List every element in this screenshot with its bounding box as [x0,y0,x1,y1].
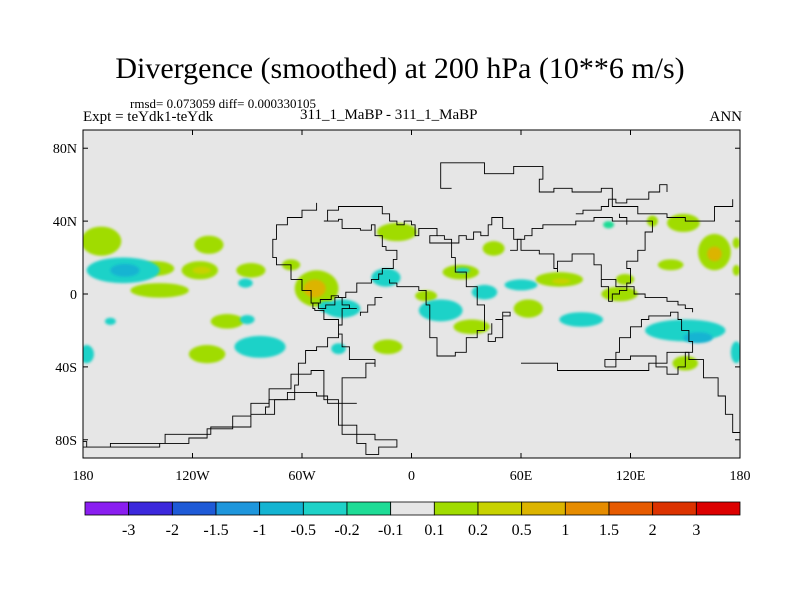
colorbar-swatch-4 [259,501,304,516]
colorbar-swatch-5 [302,501,348,516]
colorbar-swatch-3 [215,501,261,516]
anomaly-region-51 [732,237,740,249]
colorbar-label-6: -0.1 [378,522,403,539]
anomaly-region-38 [615,273,635,285]
colorbar-label-13: 3 [692,522,700,539]
x-tick-label-1: 120W [175,469,210,484]
anomaly-region-7 [192,266,211,274]
anomaly-region-34 [513,299,543,318]
x-tick-label-2: 60W [288,469,316,484]
y-tick-label-1: 40N [53,215,77,230]
anomaly-region-23 [373,339,403,355]
cases-label: 311_1_MaBP - 311_1_MaBP [300,107,478,123]
anomaly-region-11 [239,314,255,325]
anomaly-region-30 [482,241,505,256]
colorbar-swatch-1 [128,501,173,516]
x-tick-label-6: 180 [730,469,751,484]
anomaly-region-49 [104,317,116,325]
colorbar-swatch-6 [346,501,392,516]
anomaly-region-17 [303,279,326,298]
experiment-label: Expt = teYdk1-teYdk [83,109,214,125]
colorbar-swatch-9 [477,501,523,516]
coastline-9 [575,184,668,215]
colorbar-swatch-14 [695,501,741,516]
coastline-6 [604,311,694,375]
coastline-11 [601,278,694,313]
anomaly-region-33 [552,278,571,284]
coastline-0 [83,295,398,455]
anomaly-region-13 [188,345,226,364]
colorbar-swatch-12 [608,501,654,516]
coastline-layer [83,162,740,455]
x-tick-label-4: 60E [510,469,533,484]
anomaly-region-25 [418,299,463,322]
anomaly-region-10 [210,314,244,329]
coastline-5 [487,311,511,342]
colorbar-label-3: -1 [253,522,266,539]
anomaly-region-31 [504,279,538,291]
colorbar-label-12: 2 [649,522,657,539]
anomaly-region-47 [83,345,94,364]
colorbar-swatch-8 [433,501,479,516]
x-tick-label-5: 120E [616,469,646,484]
anomaly-region-12 [238,278,253,288]
stats-text: rmsd= 0.073059 diff= 0.000330105 [130,96,316,111]
anomaly-region-1 [83,226,122,256]
colorbar-swatch-10 [521,501,566,516]
anomaly-region-21 [371,268,401,287]
season-label: ANN [709,109,743,125]
y-tick-label-3: 40S [55,361,77,376]
anomaly-region-5 [130,283,189,298]
colorbar: -3 -2 -1.5 -1 -0.5 -0.2 -0.1 0.1 0.2 0.5 1 1.5 2 3 [84,501,741,539]
colorbar-label-8: 0.2 [468,522,488,539]
anomaly-region-40 [683,332,713,344]
anomaly-region-22 [376,222,417,242]
anomaly-region-37 [603,221,615,229]
axis-ticks: 180 120W 60W 0 60E 120E 180 80N 40N 0 40S 80S [53,130,751,484]
y-tick-label-2: 0 [70,288,77,303]
y-tick-label-0: 80N [53,142,77,157]
x-tick-label-3: 0 [408,469,415,484]
y-tick-label-4: 80S [55,434,77,449]
colorbar-label-5: -0.2 [334,522,359,539]
anomaly-region-42 [667,213,700,233]
coastline-8 [521,351,740,440]
colorbar-swatch-11 [564,501,610,516]
colorbar-label-10: 1 [561,522,569,539]
colorbar-label-2: -1.5 [203,522,228,539]
coastline-10 [510,217,628,251]
colorbar-label-7: 0.1 [424,522,444,539]
coastline-7 [265,391,357,415]
anomaly-region-9 [236,263,266,278]
coastline-1 [272,202,398,310]
colorbar-label-0: -3 [122,522,135,539]
anomaly-region-44 [707,246,722,262]
coastline-3 [323,206,653,302]
anomaly-region-8 [194,235,224,254]
colorbar-label-9: 0.5 [512,522,532,539]
coastline-12 [359,297,383,316]
x-tick-label-0: 180 [73,469,94,484]
colorbar-label-4: -0.5 [291,522,316,539]
colorbar-label-1: -2 [166,522,179,539]
colorbar-swatch-13 [652,501,697,516]
anomaly-region-50 [732,264,740,276]
colorbar-swatch-0 [84,501,130,516]
anomaly-region-14 [234,335,286,358]
colorbar-label-11: 1.5 [599,522,619,539]
colorbar-swatch-2 [171,501,217,516]
anomaly-region-29 [471,284,498,300]
colorbar-swatch-7 [390,501,435,516]
anomaly-region-45 [657,259,684,271]
anomaly-region-20 [331,343,346,355]
chart-title: Divergence (smoothed) at 200 hPa (10**6 … [115,52,685,85]
coastline-4 [389,235,485,357]
anomaly-region-4 [110,263,140,277]
anomaly-region-48 [730,341,740,364]
coastline-2 [440,162,734,222]
anomaly-region-35 [559,312,604,327]
